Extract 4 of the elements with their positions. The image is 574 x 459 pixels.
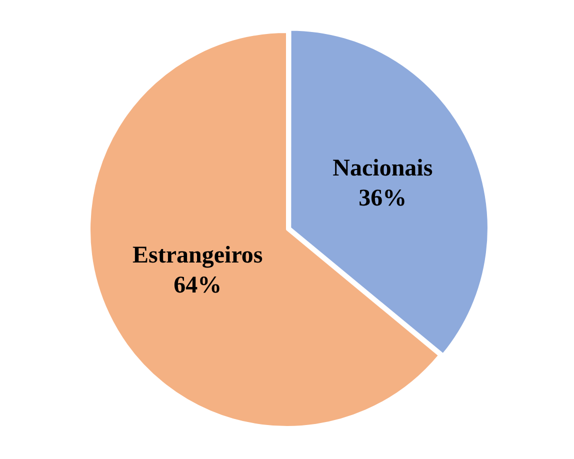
data-label: 64% [174, 272, 222, 299]
data-label: 36% [358, 186, 407, 212]
slice-label: Estrangeiros [132, 242, 263, 269]
slice-label: Nacionais [332, 156, 433, 182]
